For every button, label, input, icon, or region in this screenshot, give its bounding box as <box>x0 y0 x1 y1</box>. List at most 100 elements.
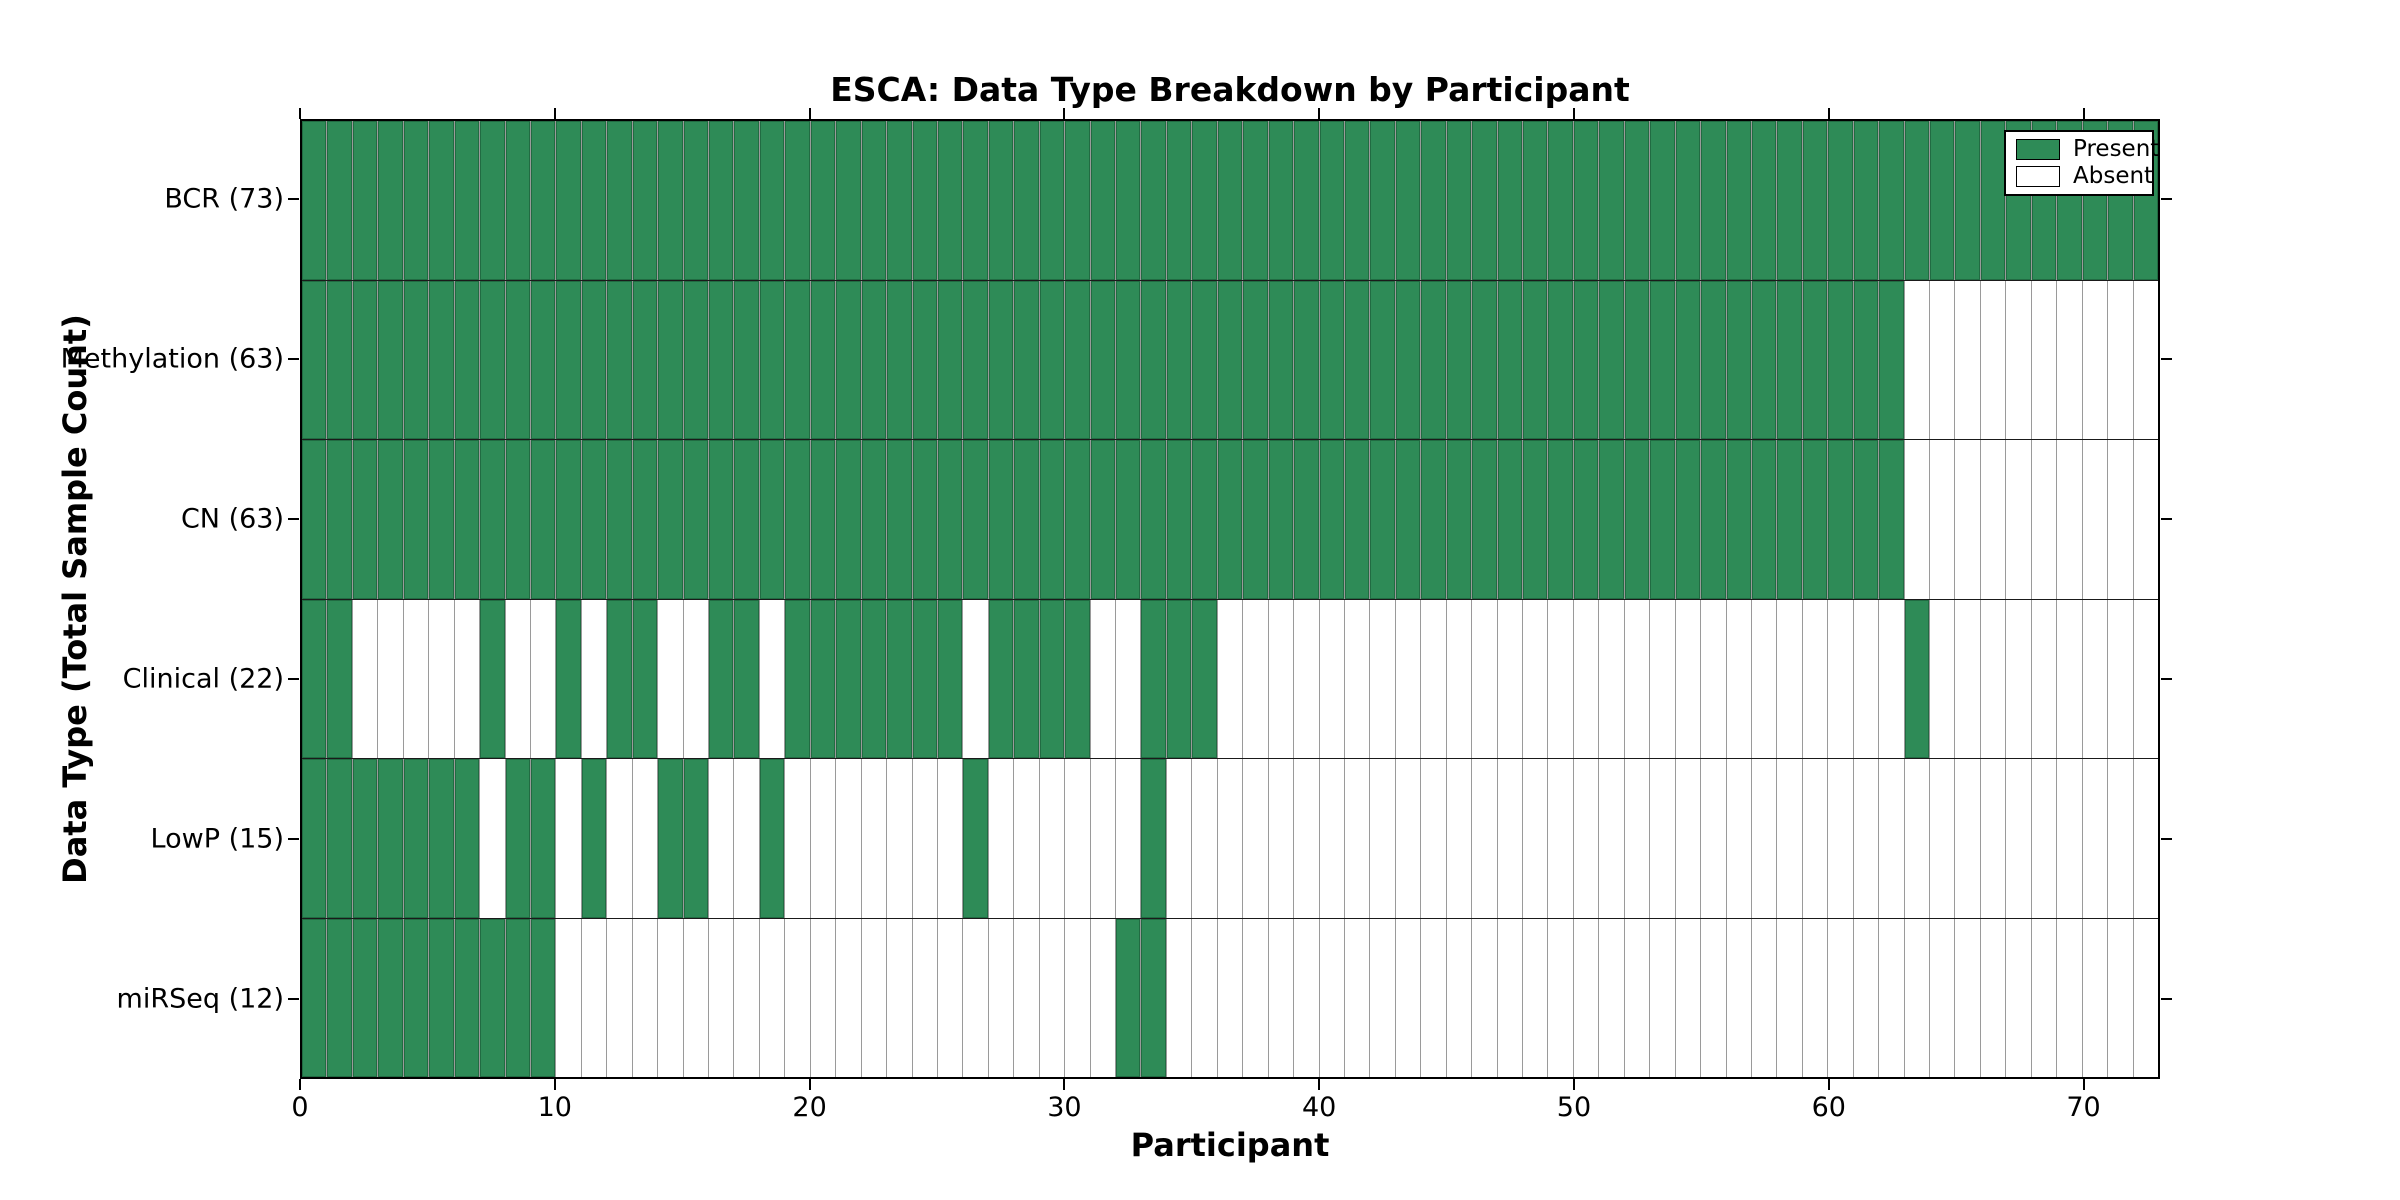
cell-CN-27 <box>988 440 1014 599</box>
cell-Methylation-18 <box>759 280 785 439</box>
cell-BCR-41 <box>1344 121 1370 280</box>
cell-CN-0 <box>302 440 327 599</box>
cell-Clinical-37 <box>1243 599 1268 758</box>
cell-miRSeq-61 <box>1853 918 1879 1077</box>
cell-BCR-50 <box>1573 121 1599 280</box>
cell-BCR-52 <box>1624 121 1650 280</box>
cell-Methylation-42 <box>1370 280 1395 439</box>
cell-BCR-30 <box>1065 121 1090 280</box>
cell-Clinical-58 <box>1777 599 1802 758</box>
cell-CN-26 <box>963 440 988 599</box>
cell-CN-34 <box>1166 440 1192 599</box>
x-tick-mark <box>1572 1079 1575 1090</box>
cell-miRSeq-15 <box>683 918 708 1077</box>
cell-LowP-2 <box>352 759 378 918</box>
cell-LowP-61 <box>1853 759 1879 918</box>
cell-miRSeq-38 <box>1268 918 1294 1077</box>
cell-miRSeq-19 <box>785 918 810 1077</box>
cell-miRSeq-45 <box>1446 918 1472 1077</box>
cell-Methylation-12 <box>607 280 632 439</box>
cell-BCR-54 <box>1675 121 1701 280</box>
cell-LowP-13 <box>632 759 658 918</box>
x-tick-mark <box>1827 1079 1830 1090</box>
cell-BCR-29 <box>1039 121 1065 280</box>
cell-CN-12 <box>607 440 632 599</box>
cell-CN-68 <box>2031 440 2057 599</box>
cell-miRSeq-67 <box>2006 918 2031 1077</box>
cell-BCR-60 <box>1828 121 1853 280</box>
cell-Clinical-11 <box>581 599 607 758</box>
cell-Methylation-40 <box>1319 280 1344 439</box>
cell-BCR-20 <box>810 121 836 280</box>
cell-miRSeq-40 <box>1319 918 1344 1077</box>
cell-LowP-70 <box>2082 759 2108 918</box>
cell-CN-31 <box>1090 440 1116 599</box>
cell-Methylation-21 <box>836 280 861 439</box>
cell-CN-23 <box>887 440 912 599</box>
heatmap-row-Methylation <box>302 279 2158 439</box>
cell-LowP-29 <box>1039 759 1065 918</box>
cell-Methylation-49 <box>1548 280 1573 439</box>
cell-LowP-71 <box>2108 759 2133 918</box>
cell-Clinical-24 <box>912 599 937 758</box>
cell-Methylation-15 <box>683 280 708 439</box>
cell-Clinical-72 <box>2133 599 2158 758</box>
cell-Methylation-54 <box>1675 280 1701 439</box>
cell-BCR-39 <box>1294 121 1319 280</box>
cell-Methylation-7 <box>480 280 505 439</box>
cell-Clinical-17 <box>734 599 759 758</box>
cell-CN-21 <box>836 440 861 599</box>
cell-Methylation-37 <box>1243 280 1268 439</box>
cell-BCR-27 <box>988 121 1014 280</box>
cell-Methylation-61 <box>1853 280 1879 439</box>
cell-Methylation-31 <box>1090 280 1116 439</box>
cell-LowP-11 <box>581 759 607 918</box>
cell-miRSeq-8 <box>505 918 530 1077</box>
y-tick-mark <box>2161 838 2172 840</box>
cell-Methylation-34 <box>1166 280 1192 439</box>
cell-LowP-45 <box>1446 759 1472 918</box>
cell-Methylation-48 <box>1523 280 1548 439</box>
x-tick-label-70: 70 <box>2066 1092 2101 1123</box>
cell-LowP-5 <box>429 759 454 918</box>
cell-LowP-41 <box>1344 759 1370 918</box>
x-tick-mark <box>1063 1079 1066 1090</box>
cell-CN-57 <box>1751 440 1777 599</box>
x-axis-label: Participant <box>1130 1126 1330 1164</box>
cell-miRSeq-56 <box>1726 918 1751 1077</box>
cell-Clinical-69 <box>2057 599 2082 758</box>
cell-Clinical-71 <box>2108 599 2133 758</box>
cell-LowP-9 <box>530 759 556 918</box>
cell-LowP-8 <box>505 759 530 918</box>
y-tick-mark <box>2161 358 2172 360</box>
cell-BCR-51 <box>1599 121 1624 280</box>
cell-Methylation-33 <box>1141 280 1166 439</box>
cell-miRSeq-58 <box>1777 918 1802 1077</box>
cell-LowP-55 <box>1701 759 1726 918</box>
row-label-CN: CN (63) <box>180 503 284 535</box>
x-tick-label-10: 10 <box>537 1092 572 1123</box>
cell-CN-13 <box>632 440 658 599</box>
cell-LowP-65 <box>1955 759 1980 918</box>
row-label-Methylation: Methylation (63) <box>60 343 284 375</box>
x-tick-mark <box>808 108 811 119</box>
cell-CN-65 <box>1955 440 1980 599</box>
cell-Methylation-23 <box>887 280 912 439</box>
cell-miRSeq-46 <box>1472 918 1497 1077</box>
cell-Clinical-44 <box>1421 599 1446 758</box>
cell-miRSeq-62 <box>1879 918 1904 1077</box>
cell-BCR-35 <box>1192 121 1217 280</box>
cell-CN-32 <box>1116 440 1141 599</box>
cell-Clinical-47 <box>1497 599 1523 758</box>
x-tick-mark <box>2082 1079 2085 1090</box>
cell-miRSeq-28 <box>1014 918 1039 1077</box>
cell-Methylation-69 <box>2057 280 2082 439</box>
cell-CN-48 <box>1523 440 1548 599</box>
cell-Methylation-67 <box>2006 280 2031 439</box>
cell-miRSeq-42 <box>1370 918 1395 1077</box>
cell-Clinical-52 <box>1624 599 1650 758</box>
cell-BCR-16 <box>709 121 734 280</box>
cell-LowP-40 <box>1319 759 1344 918</box>
cell-Methylation-17 <box>734 280 759 439</box>
cell-CN-15 <box>683 440 708 599</box>
